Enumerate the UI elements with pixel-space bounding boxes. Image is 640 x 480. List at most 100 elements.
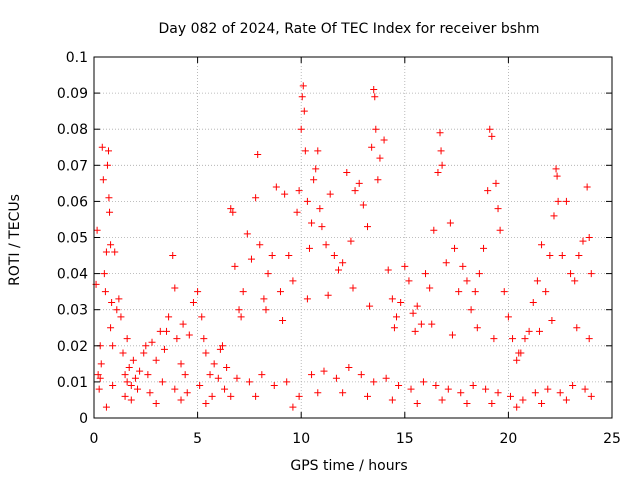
- data-point: [535, 327, 543, 335]
- data-point: [231, 262, 239, 270]
- data-point: [123, 378, 131, 386]
- data-point: [200, 335, 208, 343]
- data-point: [295, 187, 303, 195]
- data-point: [428, 320, 436, 328]
- data-point: [163, 327, 171, 335]
- data-point: [227, 392, 235, 400]
- data-point: [419, 378, 427, 386]
- data-point: [395, 382, 403, 390]
- data-point: [397, 298, 405, 306]
- data-point: [437, 147, 445, 155]
- data-point: [245, 378, 253, 386]
- data-point: [366, 302, 374, 310]
- data-point: [384, 266, 392, 274]
- data-point: [100, 270, 108, 278]
- data-point: [101, 288, 109, 296]
- data-point: [295, 392, 303, 400]
- data-point: [105, 147, 113, 155]
- data-point: [293, 208, 301, 216]
- data-point: [303, 295, 311, 303]
- data-point: [177, 396, 185, 404]
- data-point: [542, 288, 550, 296]
- data-point: [310, 176, 318, 184]
- data-point: [533, 277, 541, 285]
- data-point: [567, 270, 575, 278]
- data-point: [208, 392, 216, 400]
- data-point: [283, 378, 291, 386]
- data-point: [332, 374, 340, 382]
- data-point: [194, 288, 202, 296]
- data-point: [258, 371, 266, 379]
- x-axis: 0 5 10 15 20 25: [90, 57, 621, 447]
- data-point: [587, 270, 595, 278]
- data-point: [426, 284, 434, 292]
- data-point: [407, 385, 415, 393]
- data-point: [583, 183, 591, 191]
- data-point: [326, 190, 334, 198]
- y-tick-label: 0.06: [57, 194, 88, 210]
- data-point: [575, 252, 583, 260]
- data-point: [546, 252, 554, 260]
- data-point: [562, 197, 570, 205]
- data-point: [227, 205, 235, 213]
- data-point: [297, 125, 305, 133]
- data-point: [538, 400, 546, 408]
- data-point: [264, 270, 272, 278]
- data-point: [237, 313, 245, 321]
- data-point: [113, 306, 121, 314]
- x-tick-label: 10: [292, 431, 310, 447]
- data-point: [482, 385, 490, 393]
- data-point: [134, 385, 142, 393]
- data-point: [158, 378, 166, 386]
- data-point: [471, 288, 479, 296]
- data-point: [171, 284, 179, 292]
- data-point: [370, 85, 378, 93]
- data-point: [125, 363, 133, 371]
- y-tick-label: 0.08: [57, 122, 88, 138]
- data-point: [436, 129, 444, 137]
- data-point: [442, 259, 450, 267]
- data-point: [298, 93, 306, 101]
- data-point: [252, 194, 260, 202]
- data-point: [585, 234, 593, 241]
- data-point: [223, 363, 231, 371]
- data-point: [214, 374, 222, 382]
- data-point: [239, 288, 247, 296]
- data-point: [299, 82, 307, 90]
- data-point: [370, 378, 378, 386]
- data-point: [473, 324, 481, 332]
- data-point: [494, 389, 502, 397]
- data-point: [102, 403, 110, 411]
- data-point: [552, 165, 560, 173]
- data-point: [334, 266, 342, 274]
- data-point: [210, 360, 218, 368]
- data-point: [438, 161, 446, 169]
- data-point: [438, 396, 446, 404]
- y-tick-label: 0.04: [57, 267, 88, 283]
- data-point: [413, 302, 421, 310]
- data-point: [490, 335, 498, 343]
- data-point: [446, 219, 454, 227]
- data-point: [160, 345, 168, 353]
- data-point: [573, 324, 581, 332]
- data-point: [538, 241, 546, 249]
- data-point: [324, 291, 332, 299]
- data-point: [459, 262, 467, 270]
- data-point: [198, 313, 206, 321]
- data-point: [314, 147, 322, 155]
- y-tick-label: 0.05: [57, 231, 88, 247]
- y-tick-label: 0.09: [57, 86, 88, 102]
- data-point: [142, 342, 150, 350]
- data-point: [111, 248, 119, 256]
- data-point: [121, 392, 129, 400]
- data-point: [276, 288, 284, 296]
- data-point: [349, 284, 357, 292]
- data-point: [181, 371, 189, 379]
- data-point: [127, 382, 135, 390]
- data-point: [562, 396, 570, 404]
- data-point: [581, 385, 589, 393]
- data-point: [494, 205, 502, 213]
- x-tick-label: 25: [603, 431, 621, 447]
- data-point: [320, 367, 328, 375]
- data-point: [492, 179, 500, 187]
